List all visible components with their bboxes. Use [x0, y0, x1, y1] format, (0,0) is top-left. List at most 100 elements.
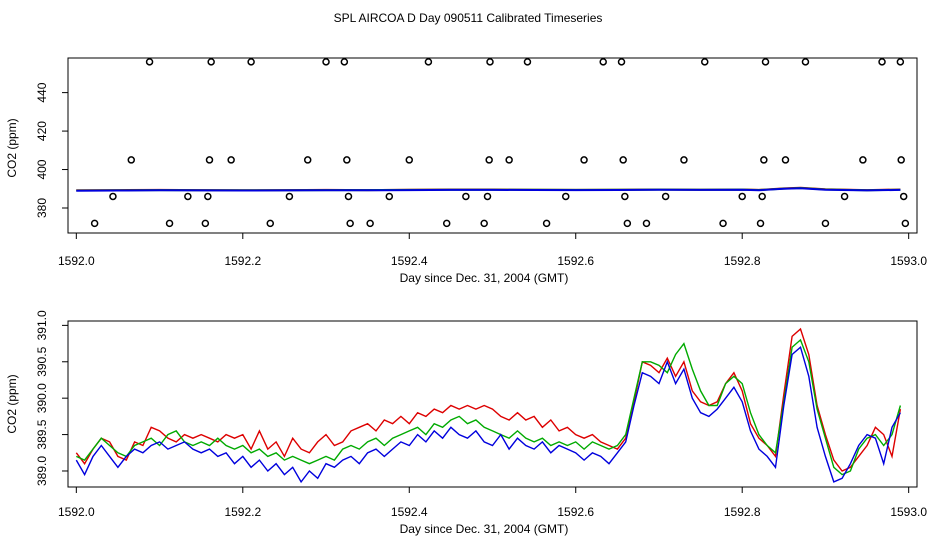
data-point: [661, 192, 670, 201]
data-point: [442, 219, 451, 228]
y-tick-label: 390.5: [35, 346, 49, 376]
plot-frame: [67, 57, 918, 234]
data-point: [801, 58, 810, 66]
x-tick-label: 1592.4: [391, 254, 428, 268]
data-point: [266, 219, 275, 228]
series-line-red: [75, 327, 902, 472]
data-point: [719, 219, 727, 228]
y-tick-label: 380: [35, 198, 49, 218]
data-point: [617, 58, 626, 66]
data-point: [201, 219, 210, 228]
data-point: [738, 192, 746, 201]
y-tick-label: 390.0: [35, 383, 49, 413]
data-point: [303, 156, 312, 164]
data-point: [127, 156, 136, 164]
y-tick-label: 420: [35, 121, 49, 141]
data-point: [385, 192, 394, 201]
data-point: [840, 192, 849, 201]
data-point: [897, 156, 905, 164]
series-line-green: [76, 338, 902, 476]
chart-title: SPL AIRCOA D Day 090511 Calibrated Times…: [334, 11, 603, 25]
panel-top-scatter: 1592.0 1592.2 1592.4 1592.6 1592.8 1593.0 380…: [5, 57, 927, 285]
x-tick-label: 1592.6: [557, 254, 594, 268]
series-line-blue: [75, 345, 902, 484]
data-point: [623, 219, 632, 228]
data-point: [247, 58, 255, 66]
y-tick-label: 389.0: [35, 456, 49, 486]
data-point: [90, 219, 99, 228]
data-point: [462, 192, 470, 201]
data-point: [322, 58, 330, 66]
data-point: [424, 58, 433, 66]
x-tick-label: 1592.2: [224, 505, 261, 519]
data-point: [366, 219, 374, 228]
x-tick-label: 1592.0: [58, 254, 95, 268]
data-point: [485, 156, 493, 164]
data-point: [621, 192, 629, 201]
data-point: [642, 219, 651, 228]
x-axis-label: Day since Dec. 31, 2004 (GMT): [400, 271, 569, 285]
data-point: [761, 58, 770, 66]
data-point: [680, 156, 688, 164]
x-tick-label: 1592.8: [724, 505, 761, 519]
data-point: [480, 219, 488, 228]
data-point: [542, 219, 551, 228]
y-tick-label: 400: [35, 159, 49, 179]
data-point: [760, 156, 768, 164]
panel-bottom-line: 1592.0 1592.2 1592.4 1592.6 1592.8 1593.0 389…: [5, 310, 927, 536]
y-axis: 389.0 389.5 390.0 390.5 391.0: [35, 310, 68, 486]
series-line-blue: [76, 187, 901, 192]
y-axis-label: CO2 (ppm): [5, 374, 19, 433]
y-tick-label: 389.5: [35, 419, 49, 449]
data-point: [859, 156, 867, 164]
x-tick-label: 1593.0: [890, 254, 927, 268]
data-point: [205, 156, 214, 164]
data-point: [580, 156, 588, 164]
y-axis-label: CO2 (ppm): [5, 118, 19, 177]
data-point: [756, 219, 765, 228]
data-point: [344, 192, 353, 201]
data-point: [758, 192, 766, 201]
data-point: [561, 192, 570, 201]
data-marks: [76, 58, 910, 228]
x-tick-label: 1592.0: [58, 505, 95, 519]
data-point: [109, 192, 117, 201]
data-marks: [75, 327, 902, 484]
plot-frame: [67, 320, 918, 488]
x-tick-label: 1592.2: [224, 254, 261, 268]
data-point: [285, 192, 294, 201]
data-point: [901, 219, 910, 228]
data-point: [483, 192, 492, 201]
x-tick-label: 1592.6: [557, 505, 594, 519]
data-point: [899, 192, 908, 201]
data-point: [523, 58, 532, 66]
data-point: [781, 156, 790, 164]
data-point: [343, 156, 351, 164]
data-point: [346, 219, 354, 228]
x-tick-label: 1592.8: [724, 254, 761, 268]
x-tick-label: 1593.0: [890, 505, 927, 519]
data-point: [701, 58, 709, 66]
data-point: [204, 192, 212, 201]
data-point: [821, 219, 830, 228]
x-axis: 1592.0 1592.2 1592.4 1592.6 1592.8 1593.0: [58, 233, 927, 268]
data-point: [207, 58, 215, 66]
y-axis: 380 400 420 440: [35, 82, 68, 218]
data-point: [165, 219, 174, 228]
y-tick-label: 391.0: [35, 310, 49, 340]
y-tick-label: 440: [35, 82, 49, 102]
data-point: [505, 156, 513, 164]
data-point: [619, 156, 627, 164]
data-point: [227, 156, 235, 164]
data-point: [878, 58, 886, 66]
data-point: [145, 58, 154, 66]
x-axis: 1592.0 1592.2 1592.4 1592.6 1592.8 1593.0: [58, 487, 927, 519]
data-point: [405, 156, 414, 164]
data-point: [896, 58, 905, 66]
x-tick-label: 1592.4: [391, 505, 428, 519]
data-point: [599, 58, 607, 66]
data-point: [486, 58, 494, 66]
data-point: [184, 192, 192, 201]
data-point: [340, 58, 349, 66]
